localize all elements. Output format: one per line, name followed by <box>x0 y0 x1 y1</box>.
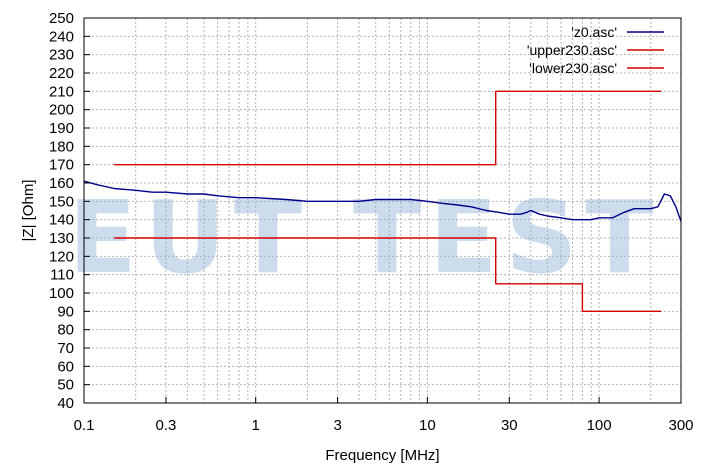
y-tick-label: 90 <box>57 303 74 320</box>
y-tick-label: 180 <box>49 138 74 155</box>
x-tick-label: 300 <box>668 417 693 434</box>
x-tick-label: 0.1 <box>74 417 95 434</box>
tick-labels: 4050607080901001101201301401501601701801… <box>49 10 694 434</box>
y-tick-label: 170 <box>49 157 74 174</box>
y-tick-label: 50 <box>57 377 74 394</box>
y-tick-label: 210 <box>49 83 74 100</box>
legend-label: 'z0.asc' <box>571 24 617 40</box>
y-tick-label: 80 <box>57 322 74 339</box>
y-tick-label: 60 <box>57 358 74 375</box>
x-tick-label: 1 <box>252 417 260 434</box>
y-tick-label: 70 <box>57 340 74 357</box>
y-tick-label: 140 <box>49 212 74 229</box>
x-tick-label: 0.3 <box>155 417 176 434</box>
x-tick-label: 100 <box>587 417 612 434</box>
y-tick-label: 250 <box>49 10 74 27</box>
series-line-upper230 <box>114 90 662 166</box>
x-tick-label: 30 <box>501 417 518 434</box>
grid <box>83 17 682 404</box>
y-tick-label: 120 <box>49 248 74 265</box>
plot-frame <box>83 17 682 404</box>
y-tick-label: 40 <box>57 395 74 412</box>
y-tick-label: 240 <box>49 28 74 45</box>
y-tick-label: 150 <box>49 193 74 210</box>
y-tick-label: 100 <box>49 285 74 302</box>
y-tick-label: 160 <box>49 175 74 192</box>
series-layer <box>83 90 682 312</box>
y-tick-label: 110 <box>50 267 74 284</box>
legend: 'z0.asc' 'upper230.asc' 'lower230.asc' <box>527 24 664 76</box>
y-tick-label: 130 <box>49 230 74 247</box>
series-line-z0 <box>83 180 682 222</box>
x-axis-label: Frequency [MHz] <box>325 447 439 464</box>
legend-label: 'upper230.asc' <box>527 42 617 58</box>
x-tick-label: 10 <box>419 417 436 434</box>
y-tick-label: 200 <box>49 102 74 119</box>
y-tick-label: 220 <box>49 65 74 82</box>
legend-label: 'lower230.asc' <box>529 60 617 76</box>
y-tick-label: 190 <box>49 120 74 137</box>
series-line-lower230 <box>114 237 662 312</box>
y-tick-label: 230 <box>49 47 74 64</box>
y-axis-label: |Z| [Ohm] <box>20 180 37 242</box>
x-tick-label: 3 <box>333 417 341 434</box>
